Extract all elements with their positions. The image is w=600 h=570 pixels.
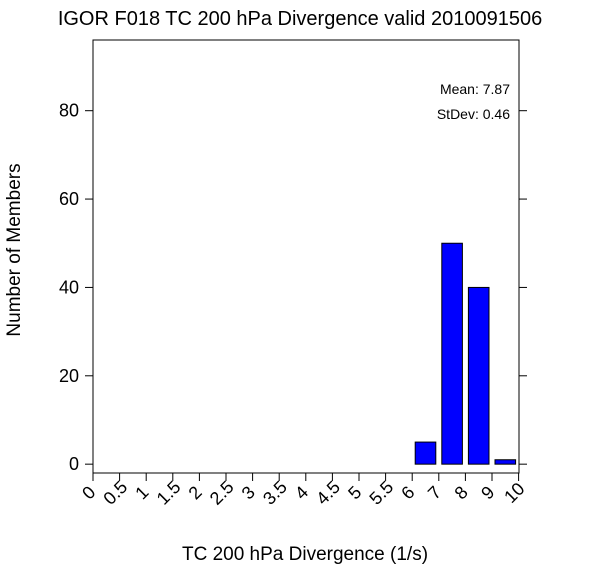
x-tick-label-6: 3 (238, 482, 259, 503)
histogram-bar-2 (467, 286, 490, 465)
x-tick-label-1: 0.5 (99, 477, 131, 509)
x-tick-label-2: 1 (131, 482, 152, 503)
x-tick-label-10: 5 (344, 482, 365, 503)
chart-title: IGOR F018 TC 200 hPa Divergence valid 20… (58, 8, 542, 30)
x-tick-label-13: 7 (424, 482, 445, 503)
y-axis: 0 20 40 60 80 (59, 101, 527, 474)
x-tick-label-11: 5.5 (365, 477, 397, 509)
histogram-bar-3 (494, 459, 517, 465)
x-tick-label-7: 3.5 (259, 477, 291, 509)
histogram-bar-1 (441, 242, 463, 465)
y-tick-label-1: 20 (59, 366, 79, 386)
x-tick-label-0: 0 (78, 482, 99, 503)
x-tick-label-16: 10 (500, 479, 528, 507)
y-tick-label-2: 40 (59, 277, 79, 297)
x-tick-label-5: 2.5 (206, 477, 238, 509)
x-tick-label-9: 4.5 (312, 477, 344, 509)
plot-frame (92, 39, 520, 474)
x-tick-label-12: 6 (397, 482, 418, 503)
x-tick-label-3: 1.5 (153, 477, 185, 509)
x-tick-label-8: 4 (291, 482, 312, 503)
bars-layer (414, 242, 517, 465)
y-tick-label-4: 80 (59, 101, 79, 121)
x-tick-label-14: 8 (451, 482, 472, 503)
y-tick-label-0: 0 (69, 454, 79, 474)
x-axis-label: TC 200 hPa Divergence (1/s) (182, 544, 428, 565)
x-tick-label-15: 9 (477, 482, 498, 503)
x-tick-label-4: 2 (185, 482, 206, 503)
histogram-bar-0 (414, 441, 437, 465)
y-tick-label-3: 60 (59, 189, 79, 209)
x-axis: 0 0.5 1 1.5 2 2.5 3 3.5 4 4.5 5 5.5 6 7 8 9 10 (78, 473, 529, 509)
mean-annotation: Mean: 7.87 (440, 81, 510, 97)
stdev-annotation: StDev: 0.46 (437, 106, 510, 122)
y-axis-label: Number of Members (4, 163, 25, 336)
